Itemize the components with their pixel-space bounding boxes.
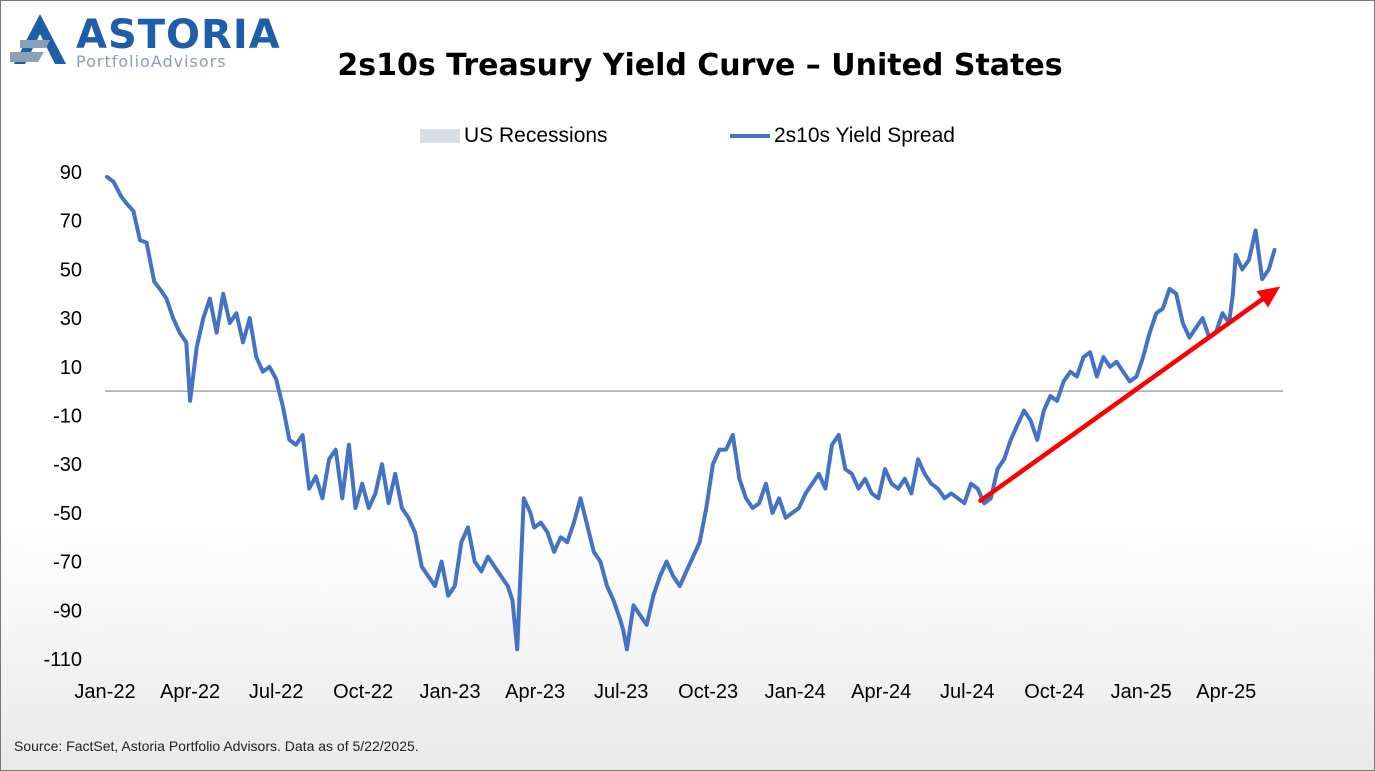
astoria-logo-mark-icon — [10, 14, 66, 64]
x-tick-label: Apr-22 — [160, 681, 220, 703]
x-tick-label: Jan-23 — [420, 681, 481, 703]
y-tick-label: -110 — [43, 649, 82, 671]
y-tick-label: 50 — [60, 259, 82, 281]
legend-swatch-recessions — [420, 129, 460, 144]
x-tick-label: Oct-22 — [333, 681, 393, 703]
legend-swatch-spread — [730, 134, 770, 139]
x-tick-label: Apr-24 — [851, 681, 911, 703]
series-line-2s10s-spread — [104, 174, 1277, 652]
y-tick-label: -30 — [53, 454, 82, 476]
y-tick-label: -10 — [53, 406, 82, 428]
y-tick-label: -90 — [53, 600, 82, 622]
x-tick-label: Jul-22 — [249, 681, 303, 703]
x-tick-label: Oct-23 — [678, 681, 738, 703]
x-tick-label: Apr-25 — [1196, 681, 1256, 703]
trend-arrow-shaft — [978, 296, 1265, 503]
x-tick-label: Jul-24 — [940, 681, 994, 703]
legend-item-spread: 2s10s Yield Spread — [730, 124, 955, 148]
trend-arrow-head-icon — [1256, 286, 1281, 308]
x-tick-label: Jan-24 — [765, 681, 826, 703]
x-tick-label: Apr-23 — [505, 681, 565, 703]
y-tick-label: 90 — [60, 162, 82, 184]
legend-label-recessions: US Recessions — [464, 124, 608, 147]
logo-wordmark: ASTORIA — [76, 12, 281, 58]
legend-label-spread: 2s10s Yield Spread — [774, 124, 955, 147]
x-tick-label: Jan-22 — [74, 681, 135, 703]
y-tick-label: 10 — [60, 357, 82, 379]
logo-subtitle: PortfolioAdvisors — [76, 52, 227, 71]
y-tick-label: -70 — [53, 552, 82, 574]
astoria-logo: ASTORIA PortfolioAdvisors — [10, 10, 280, 71]
y-tick-label: -50 — [53, 503, 82, 525]
y-tick-label: 70 — [60, 211, 82, 233]
legend-item-recessions: US Recessions — [420, 124, 608, 148]
x-tick-label: Jul-23 — [594, 681, 648, 703]
x-tick-label: Jan-25 — [1111, 681, 1172, 703]
x-tick-label: Oct-24 — [1024, 681, 1084, 703]
chart-title: 2s10s Treasury Yield Curve – United Stat… — [337, 48, 1063, 83]
source-note: Source: FactSet, Astoria Portfolio Advis… — [14, 738, 419, 754]
y-tick-label: 30 — [60, 308, 82, 330]
